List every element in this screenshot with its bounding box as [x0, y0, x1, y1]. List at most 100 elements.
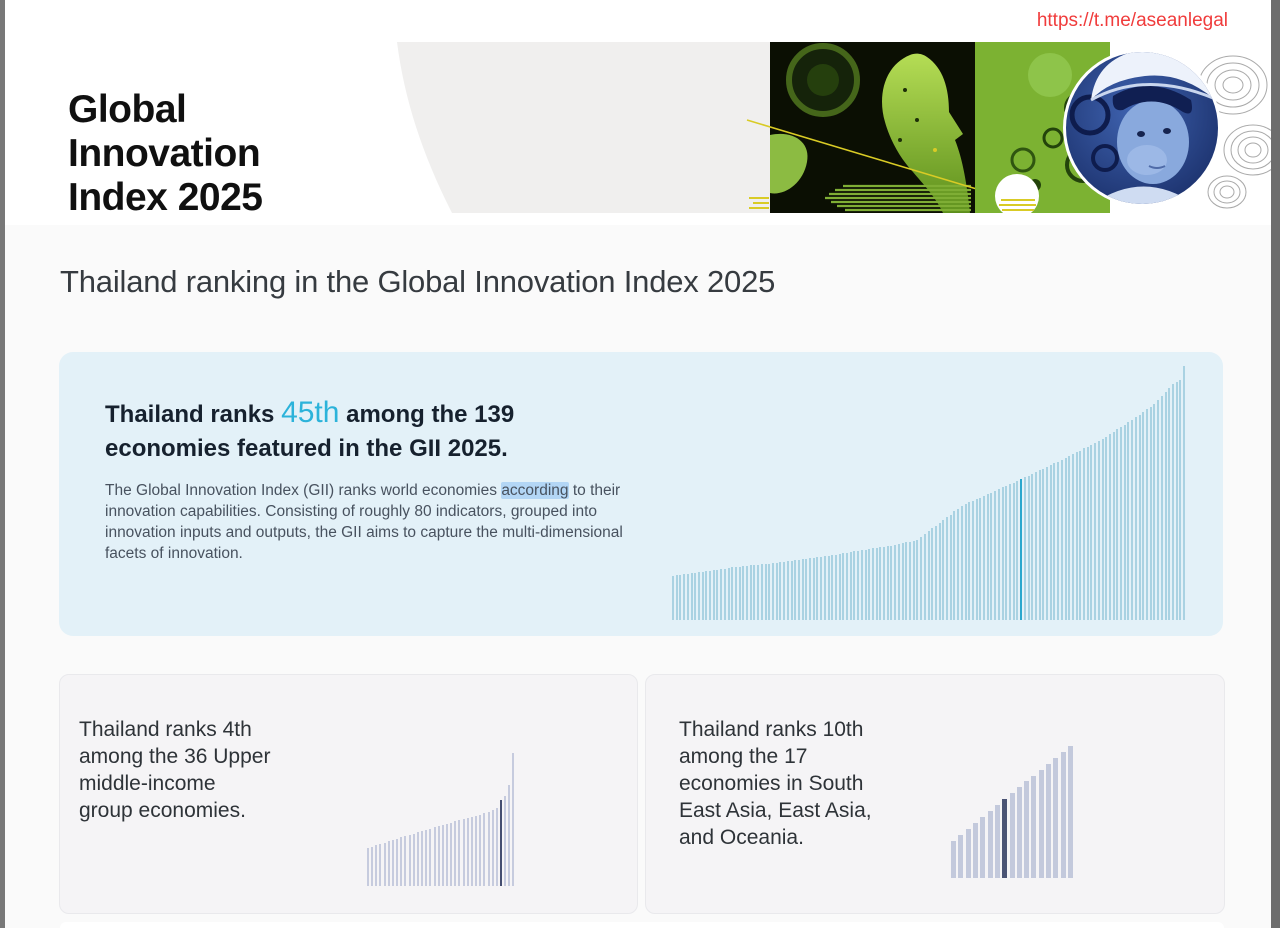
bar	[771, 563, 774, 620]
bar	[990, 493, 993, 620]
bar	[1005, 486, 1008, 620]
bar	[957, 509, 960, 620]
bar	[1112, 432, 1115, 620]
bar	[986, 494, 989, 620]
bar	[997, 489, 1000, 620]
bar	[760, 564, 763, 620]
bar	[920, 537, 923, 620]
header: Global Innovation Index 2025 https://t.m…	[5, 0, 1273, 225]
income-group-bar-chart	[367, 753, 515, 886]
bar	[923, 534, 926, 620]
bar	[816, 557, 819, 620]
bar	[965, 829, 971, 878]
bar	[1153, 404, 1156, 620]
bar	[1164, 392, 1167, 620]
bar	[1038, 770, 1044, 878]
bar	[1094, 443, 1097, 620]
bar	[697, 572, 700, 620]
bar	[980, 817, 986, 878]
bar	[1031, 474, 1034, 620]
bar	[1016, 481, 1019, 620]
bar	[897, 544, 900, 620]
bar	[1053, 463, 1056, 620]
telegram-link[interactable]: https://t.me/aseanlegal	[1036, 10, 1228, 31]
bar	[686, 574, 689, 620]
bar	[775, 563, 778, 620]
bar	[400, 837, 403, 886]
bar	[1008, 484, 1011, 620]
income-group-text: Thailand ranks 4th among the 36 Upper mi…	[79, 718, 271, 822]
bar	[805, 559, 808, 620]
bar	[1016, 787, 1022, 878]
bar	[1101, 439, 1104, 620]
bar	[779, 562, 782, 620]
page-title: Thailand ranking in the Global Innovatio…	[60, 264, 776, 299]
bar	[971, 501, 974, 620]
bar	[1046, 467, 1049, 620]
bar	[983, 496, 986, 620]
bar	[1023, 477, 1026, 620]
headline-before: Thailand ranks	[105, 401, 282, 428]
bar	[831, 555, 834, 620]
region-bar-chart	[951, 746, 1073, 878]
bar	[1075, 452, 1078, 620]
robot-face-image	[746, 42, 1001, 213]
bar	[797, 560, 800, 620]
bar	[1108, 434, 1111, 620]
bar	[860, 550, 863, 620]
main-headline: Thailand ranks 45th among the 139 econom…	[105, 396, 580, 466]
bar	[508, 785, 511, 886]
bar-highlight-thailand	[1020, 479, 1023, 620]
bar	[827, 556, 830, 620]
bar	[905, 542, 908, 620]
bar	[820, 557, 823, 620]
bar	[849, 552, 852, 620]
bar-highlight-thailand	[1002, 799, 1008, 878]
bar	[938, 523, 941, 620]
bar	[491, 810, 494, 886]
bar	[951, 841, 956, 878]
bar	[853, 551, 856, 620]
bar	[994, 805, 1000, 878]
bar	[768, 564, 771, 620]
rank-value: 45th	[281, 396, 340, 429]
bar	[757, 565, 760, 620]
bar	[838, 554, 841, 620]
bar	[834, 555, 837, 620]
bar	[1142, 412, 1145, 620]
bar	[1175, 382, 1178, 620]
bar	[1053, 758, 1059, 878]
bar	[1079, 451, 1082, 620]
bar	[690, 573, 693, 620]
bar	[712, 570, 715, 620]
bar	[470, 817, 473, 886]
header-collage	[397, 42, 1273, 215]
bar	[1064, 458, 1067, 620]
bar	[886, 546, 889, 620]
bar	[857, 551, 860, 620]
main-ranking-card: Thailand ranks 45th among the 139 econom…	[59, 352, 1223, 636]
bar	[396, 839, 399, 886]
bar	[868, 549, 871, 620]
bar	[512, 753, 515, 886]
bar	[916, 540, 919, 620]
bar	[909, 542, 911, 620]
bar	[716, 570, 719, 620]
bar	[441, 825, 444, 886]
bar	[809, 558, 812, 620]
bar	[1034, 472, 1037, 620]
bar	[1138, 415, 1141, 620]
bar	[1120, 427, 1123, 620]
bar	[1097, 441, 1100, 620]
bar	[1057, 462, 1060, 620]
bar	[483, 813, 486, 886]
bar	[979, 498, 982, 620]
right-scrollbar-strip[interactable]	[1271, 0, 1280, 928]
bar	[371, 847, 374, 886]
bar	[404, 836, 407, 886]
bar	[1183, 366, 1186, 620]
next-section-edge	[60, 922, 1224, 928]
bar	[1146, 409, 1148, 620]
bar	[1049, 465, 1052, 620]
bar	[416, 832, 419, 886]
